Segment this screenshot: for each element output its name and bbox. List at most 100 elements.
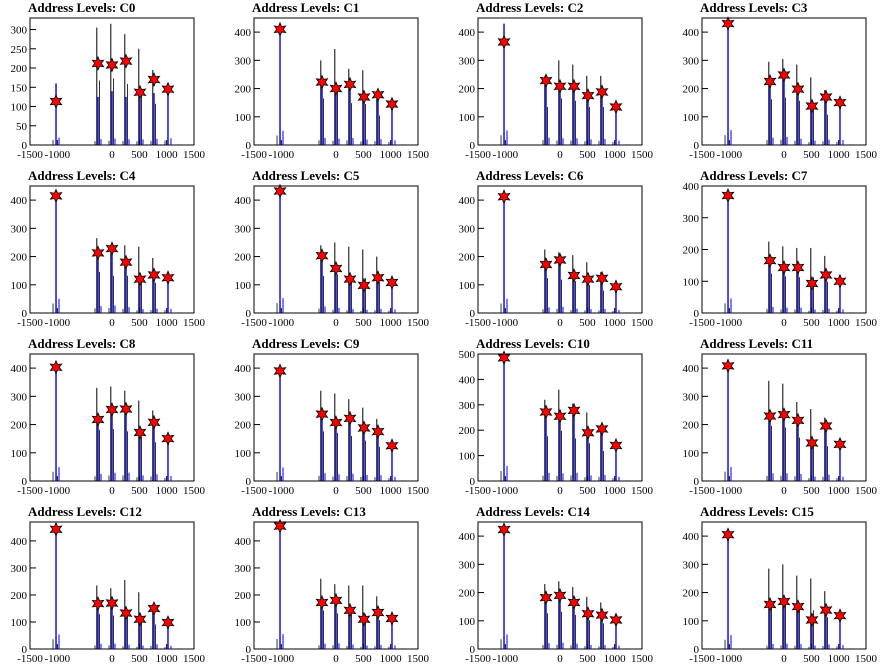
star-marker xyxy=(777,260,791,276)
star-marker xyxy=(805,275,819,292)
y-tick-label: 200 xyxy=(235,252,252,264)
y-tick-label: 400 xyxy=(459,531,476,543)
star-marker xyxy=(819,267,833,283)
x-tick-label: 0 xyxy=(781,317,787,329)
x-tick-label: 0 xyxy=(781,149,787,161)
x-tick-label: -1000 xyxy=(716,485,742,497)
chart-title: Address Levels: C7 xyxy=(700,168,808,183)
star-marker xyxy=(357,277,371,293)
x-tick-label: 500 xyxy=(579,149,596,161)
x-tick-label: 1500 xyxy=(855,653,878,665)
x-tick-label: -1000 xyxy=(44,653,70,665)
y-tick-label: 0 xyxy=(470,140,476,152)
x-tick-label: 0 xyxy=(781,485,787,497)
y-tick-label: 400 xyxy=(683,27,700,39)
y-tick-label: 400 xyxy=(459,27,476,39)
star-marker xyxy=(567,78,581,94)
y-tick-label: 100 xyxy=(459,451,476,463)
y-tick-label: 200 xyxy=(235,84,252,96)
x-tick-label: -1000 xyxy=(716,149,742,161)
x-tick-label: -1000 xyxy=(268,317,294,329)
y-tick-label: 200 xyxy=(683,84,700,96)
y-tick-label: 300 xyxy=(11,223,28,235)
y-tick-label: 0 xyxy=(22,476,28,488)
x-tick-label: 1500 xyxy=(855,317,878,329)
star-marker xyxy=(805,435,819,451)
y-tick-label: 300 xyxy=(11,25,28,37)
star-marker xyxy=(819,602,833,618)
y-tick-label: 0 xyxy=(246,476,252,488)
x-tick-label: 0 xyxy=(333,149,339,161)
star-marker xyxy=(385,438,399,454)
y-tick-label: 100 xyxy=(11,448,28,460)
star-marker xyxy=(581,606,595,622)
y-tick-label: 0 xyxy=(22,644,28,656)
star-marker xyxy=(329,260,343,276)
y-tick-label: 0 xyxy=(694,644,700,656)
x-tick-label: 500 xyxy=(803,653,820,665)
chart-11: Address Levels: C11 0 100 200 300 400 -1500 -10… xyxy=(683,336,878,497)
star-marker xyxy=(833,436,847,452)
y-tick-label: 100 xyxy=(683,112,700,124)
y-tick-label: 0 xyxy=(470,644,476,656)
x-tick-label: 1500 xyxy=(183,149,206,161)
x-tick-label: 1000 xyxy=(828,149,851,161)
star-marker xyxy=(497,350,511,366)
y-tick-label: 200 xyxy=(683,588,700,600)
star-marker xyxy=(49,359,63,375)
x-tick-label: 1000 xyxy=(156,317,179,329)
chart-title: Address Levels: C1 xyxy=(252,0,359,15)
y-tick-label: 300 xyxy=(683,55,700,67)
star-marker xyxy=(161,614,175,631)
star-marker xyxy=(105,402,119,418)
star-marker xyxy=(539,256,553,273)
x-tick-label: -1500 xyxy=(241,149,267,161)
chart-title: Address Levels: C9 xyxy=(252,336,360,351)
y-tick-label: 100 xyxy=(235,112,252,124)
star-marker xyxy=(343,271,357,287)
star-marker xyxy=(161,270,175,286)
x-tick-label: -1500 xyxy=(241,485,267,497)
chart-8: Address Levels: C8 0 100 200 300 400 -1500 -100… xyxy=(11,336,206,497)
x-tick-label: 500 xyxy=(355,149,372,161)
star-marker xyxy=(539,73,553,89)
x-tick-label: 0 xyxy=(333,317,339,329)
x-tick-label: 0 xyxy=(109,317,115,329)
star-marker xyxy=(91,55,105,71)
star-marker xyxy=(497,189,511,205)
x-tick-label: 500 xyxy=(355,485,372,497)
x-tick-label: 1500 xyxy=(631,149,654,161)
x-tick-label: 0 xyxy=(333,653,339,665)
star-marker xyxy=(763,253,777,269)
y-tick-label: 300 xyxy=(235,55,252,67)
x-tick-label: 1500 xyxy=(407,485,430,497)
x-tick-label: 500 xyxy=(355,653,372,665)
x-tick-label: 1000 xyxy=(380,149,403,161)
y-tick-label: 300 xyxy=(683,559,700,571)
x-tick-label: -1500 xyxy=(465,317,491,329)
y-tick-label: 400 xyxy=(11,363,28,375)
y-tick-label: 300 xyxy=(11,391,28,403)
y-tick-label: 100 xyxy=(459,280,476,292)
star-marker xyxy=(539,404,553,420)
chart-title: Address Levels: C5 xyxy=(252,168,360,183)
y-tick-label: 400 xyxy=(459,374,476,386)
y-tick-label: 400 xyxy=(235,363,252,375)
y-tick-label: 150 xyxy=(11,82,28,94)
y-tick-label: 0 xyxy=(694,140,700,152)
star-marker xyxy=(371,87,385,103)
y-tick-label: 300 xyxy=(683,213,700,225)
star-marker xyxy=(147,414,161,430)
y-tick-label: 400 xyxy=(235,536,252,548)
x-tick-label: 1000 xyxy=(604,317,627,329)
x-tick-label: 500 xyxy=(579,653,596,665)
chart-title: Address Levels: C8 xyxy=(28,336,136,351)
x-tick-label: 0 xyxy=(109,149,115,161)
y-tick-label: 400 xyxy=(11,195,28,207)
star-marker xyxy=(553,252,567,268)
star-marker xyxy=(581,271,595,287)
x-tick-label: -1000 xyxy=(492,653,518,665)
y-tick-label: 0 xyxy=(470,308,476,320)
chart-title: Address Levels: C14 xyxy=(476,504,590,519)
x-tick-label: -1500 xyxy=(17,653,43,665)
